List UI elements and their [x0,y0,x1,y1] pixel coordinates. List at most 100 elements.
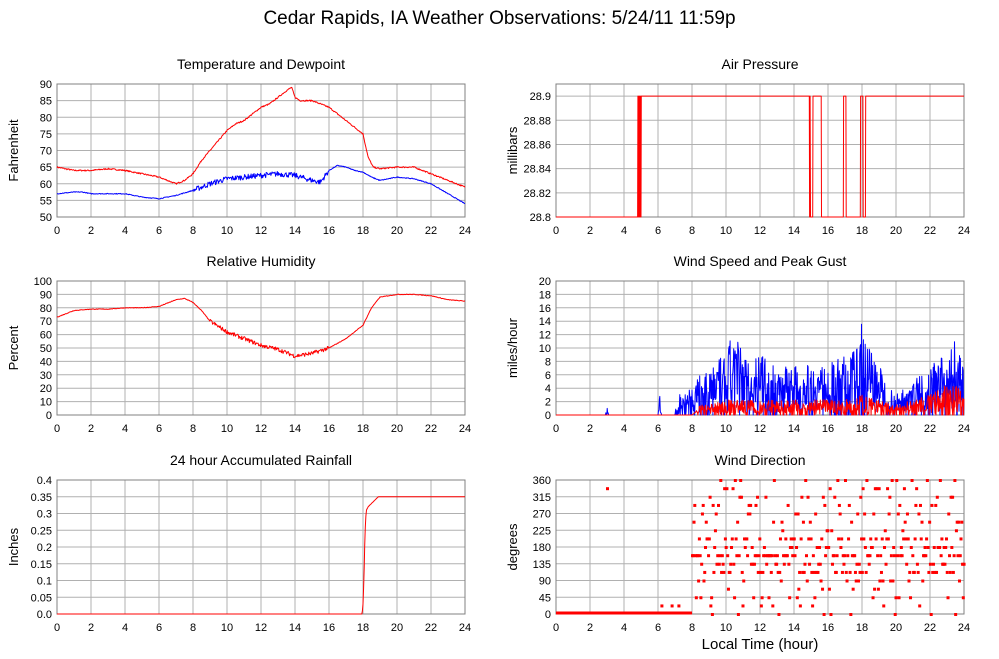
wind-direction-point [786,503,790,507]
wind-direction-point [819,579,823,583]
wind-direction-point [924,554,928,558]
wind-direction-point [874,537,878,541]
wind-direction-point [700,562,704,566]
wind-direction-point [808,562,812,566]
wind-direction-point [931,562,935,566]
wind-direction-point [699,596,703,600]
wind-direction-point [698,554,702,558]
wind-direction-point [743,537,747,541]
wind-direction-point [842,562,846,566]
x-tick-label: 6 [156,423,162,435]
wind-direction-point [843,554,847,558]
plot-frame [555,479,965,615]
wind-direction-point [733,479,737,482]
x-tick-label: 22 [924,225,936,237]
wind-direction-point [816,570,820,574]
wind-direction-point [804,479,808,482]
wind-direction-point [787,562,791,566]
wind-direction-point [939,554,943,558]
x-tick-label: 10 [720,423,732,435]
x-tick-label: 24 [459,423,471,435]
wind-direction-point [906,537,910,541]
x-tick-label: 24 [459,225,471,237]
chart-title: 24 hour Accumulated Rainfall [170,452,352,468]
wind-direction-point [704,546,708,549]
wind-direction-point [752,562,756,566]
wind-direction-point [867,562,871,566]
wind-direction-point [848,570,852,574]
y-tick-label: 4 [545,383,551,395]
wind-direction-point [940,537,944,541]
wind-direction-point [858,570,862,574]
x-tick-label: 12 [754,622,766,634]
y-tick-label: 80 [40,112,52,124]
wind-direction-point [735,554,739,558]
x-tick-label: 8 [190,225,196,237]
y-tick-label: 28.9 [530,91,551,103]
wind-direction-point [775,554,779,558]
wind-direction-point [821,587,825,591]
wind-direction-point [756,570,760,574]
wind-direction-point [884,562,888,566]
wind-direction-point [932,546,936,549]
wind-direction-point [961,562,965,566]
y-tick-label: 0.35 [31,492,52,504]
wind-direction-point [817,546,821,549]
wind-direction-point [763,554,767,558]
wind-direction-point [896,554,900,558]
chart-title: Relative Humidity [207,253,316,269]
y-tick-label: 0.25 [31,525,52,537]
wind-direction-point [795,546,799,549]
wind-direction-point [946,596,950,600]
wind-direction-point [938,479,942,482]
chart-title: Wind Direction [714,452,805,468]
x-tick-label: 24 [958,225,970,237]
wind-direction-point [849,613,853,616]
wind-direction-point [896,512,900,516]
wind-direction-point [845,579,849,583]
wind-direction-point [765,562,769,566]
wind-direction-point [873,587,877,591]
wind-direction-point [961,596,965,600]
y-tick-label: 100 [34,276,52,288]
wind-direction-point [797,587,801,591]
wind-direction-point [723,487,727,491]
wind-direction-point [755,554,759,558]
x-tick-label: 20 [391,423,403,435]
wind-direction-point [778,537,782,541]
x-tick-label: 4 [122,423,128,435]
x-tick-label: 8 [689,423,695,435]
wind-direction-point [739,495,743,499]
wind-direction-point [762,546,766,549]
wind-direction-point [660,604,664,608]
wind-direction-point [868,554,872,558]
wind-direction-point [856,512,860,516]
wind-direction-point [857,579,861,583]
wind-direction-point [890,479,894,482]
x-tick-label: 4 [621,225,627,237]
wind-direction-point [886,537,890,541]
wind-direction-point [859,495,863,499]
wind-direction-point [760,596,764,600]
wind-direction-point [818,562,822,566]
x-tick-label: 14 [788,622,800,634]
wind-direction-point [716,554,720,558]
wind-direction-point [823,503,827,507]
wind-direction-point [876,587,880,591]
wind-direction-point [928,520,932,524]
wind-direction-point [782,554,786,558]
y-tick-label: 90 [40,289,52,301]
wind-direction-point [925,537,929,541]
x-tick-label: 10 [221,423,233,435]
wind-direction-point [908,570,912,574]
wind-direction-point [743,546,747,549]
y-tick-label: 12 [539,330,551,342]
wind-direction-point [957,520,961,524]
wind-direction-point [811,554,815,558]
wind-direction-point [753,554,757,558]
wind-direction-point [889,554,893,558]
wind-direction-point [777,613,781,616]
y-tick-label: 18 [539,289,551,301]
wind-direction-point [772,479,776,482]
